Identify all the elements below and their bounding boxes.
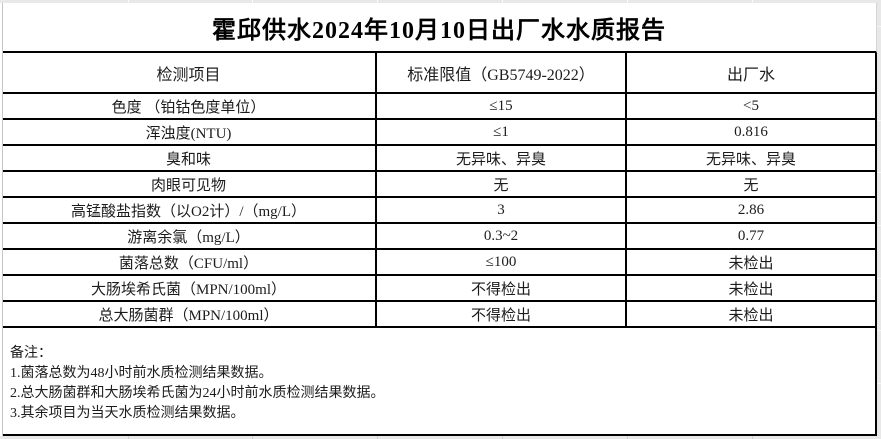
gridline-stub (377, 436, 378, 439)
cell-value: 未检出 (627, 302, 877, 328)
note-line: 2.总大肠菌群和大肠埃希氏菌为24小时前水质检测结果数据。 (10, 386, 385, 401)
gridline-stub (377, 0, 378, 3)
gridline-stub (752, 436, 753, 439)
gridline-stub (2, 3, 3, 436)
table-row: 臭和味 无异味、异臭 无异味、异臭 (2, 146, 877, 172)
table-header-row: 检测项目 标准限值（GB5749-2022） 出厂水 (2, 53, 877, 94)
cell-limit: 无 (377, 172, 627, 198)
cell-limit: 无异味、异臭 (377, 146, 627, 172)
report-sheet: 霍邱供水2024年10月10日出厂水水质报告 检测项目 标准限值（GB5749-… (0, 3, 877, 436)
notes-label: 备注： (10, 346, 52, 361)
cell-limit: 不得检出 (377, 276, 627, 302)
column-header-item: 检测项目 (2, 53, 377, 94)
gridline-stub (502, 0, 503, 3)
gridline-stub (877, 172, 881, 173)
table-row: 游离余氯（mg/L） 0.3~2 0.77 (2, 224, 877, 250)
cell-item: 大肠埃希氏菌（MPN/100ml） (2, 276, 377, 302)
table-row: 高锰酸盐指数（以O2计）/（mg/L） 3 2.86 (2, 198, 877, 224)
gridline-stub (877, 225, 881, 226)
cell-item: 菌落总数（CFU/ml） (2, 250, 377, 276)
cell-value: 0.816 (627, 120, 877, 146)
cell-item: 色度 （铂钴色度单位） (2, 94, 377, 120)
gridline-stub (877, 383, 881, 384)
gridline-stub (877, 120, 881, 121)
cell-item: 游离余氯（mg/L） (2, 224, 377, 250)
table-row: 菌落总数（CFU/ml） ≤100 未检出 (2, 250, 877, 276)
cell-value: 未检出 (627, 250, 877, 276)
cell-value: 无异味、异臭 (627, 146, 877, 172)
water-quality-table: 检测项目 标准限值（GB5749-2022） 出厂水 色度 （铂钴色度单位） ≤… (2, 53, 877, 328)
note-line: 1.菌落总数为48小时前水质检测结果数据。 (10, 366, 273, 381)
note-line: 3.其余项目为当天水质检测结果数据。 (10, 406, 245, 421)
cell-value: <5 (627, 94, 877, 120)
cell-item: 高锰酸盐指数（以O2计）/（mg/L） (2, 198, 377, 224)
cell-value: 2.86 (627, 198, 877, 224)
gridline-stub (502, 436, 503, 439)
cell-limit: ≤15 (377, 94, 627, 120)
cell-limit: ≤1 (377, 120, 627, 146)
gridline-stub (128, 0, 129, 3)
report-title: 霍邱供水2024年10月10日出厂水水质报告 (2, 3, 877, 53)
cell-item: 肉眼可见物 (2, 172, 377, 198)
table-row: 大肠埃希氏菌（MPN/100ml） 不得检出 未检出 (2, 276, 877, 302)
gridline-stub (627, 0, 628, 3)
cell-item: 臭和味 (2, 146, 377, 172)
table-row: 色度 （铂钴色度单位） ≤15 <5 (2, 94, 877, 120)
table-row: 浑浊度(NTU) ≤1 0.816 (2, 120, 877, 146)
cell-item: 浑浊度(NTU) (2, 120, 377, 146)
gridline-stub (877, 278, 881, 279)
cell-value: 未检出 (627, 276, 877, 302)
notes-section: 备注： 1.菌落总数为48小时前水质检测结果数据。 2.总大肠菌群和大肠埃希氏菌… (2, 328, 877, 436)
gridline-stub (252, 0, 253, 3)
table-row: 肉眼可见物 无 无 (2, 172, 877, 198)
cell-limit: 不得检出 (377, 302, 627, 328)
table-row: 总大肠菌群（MPN/100ml） 不得检出 未检出 (2, 302, 877, 328)
cell-value: 0.77 (627, 224, 877, 250)
column-header-outflow: 出厂水 (627, 53, 877, 94)
cell-limit: 3 (377, 198, 627, 224)
gridline-stub (627, 436, 628, 439)
gridline-stub (752, 0, 753, 3)
cell-value: 无 (627, 172, 877, 198)
cell-limit: 0.3~2 (377, 224, 627, 250)
gridline-stub (252, 436, 253, 439)
column-header-limit: 标准限值（GB5749-2022） (377, 53, 627, 94)
gridline-stub (877, 26, 881, 27)
gridline-stub (128, 436, 129, 439)
gridline-stub (877, 330, 881, 331)
cell-item: 总大肠菌群（MPN/100ml） (2, 302, 377, 328)
cell-limit: ≤100 (377, 250, 627, 276)
